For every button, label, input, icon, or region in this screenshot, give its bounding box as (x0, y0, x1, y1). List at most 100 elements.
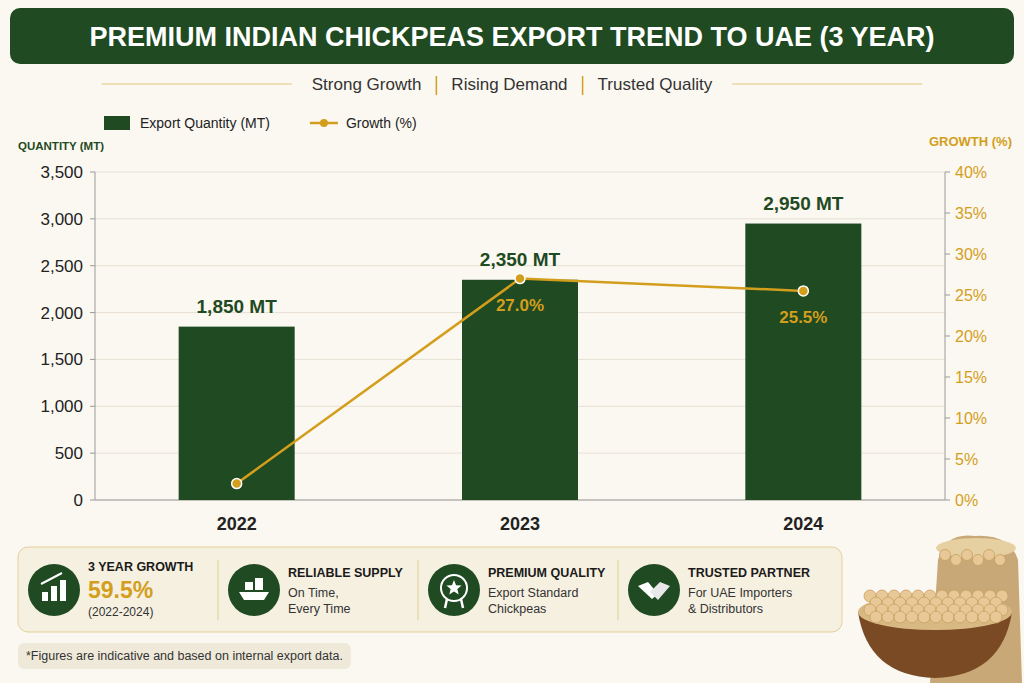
chickpea (870, 611, 882, 623)
subtitle-item: Rising Demand (451, 75, 567, 94)
feature-text: (2022-2024) (88, 605, 153, 619)
y-axis-line (95, 172, 96, 500)
y-tick (90, 500, 95, 501)
chickpea (962, 550, 973, 561)
feature-text: Every Time (288, 602, 351, 616)
decor-line (102, 84, 292, 85)
grid-line (95, 172, 945, 173)
chickpea (930, 611, 942, 623)
icon-shape (60, 580, 66, 601)
y-tick (90, 406, 95, 407)
chickpea (882, 611, 894, 623)
y2-tick-label: 15% (955, 369, 987, 386)
y-tick (90, 453, 95, 454)
y-tick (90, 265, 95, 266)
y2-tick (945, 172, 950, 173)
icon-shape (239, 592, 269, 600)
x-tick-label: 2022 (217, 514, 257, 534)
note-box (18, 643, 351, 669)
y2-tick-label: 5% (955, 451, 978, 468)
feature-title: 3 YEAR GROWTH (88, 560, 193, 574)
y2-tick-label: 40% (955, 164, 987, 181)
y-tick (90, 172, 95, 173)
chart-canvas: PREMIUM INDIAN CHICKPEAS EXPORT TREND TO… (0, 0, 1024, 683)
y-tick-label: 3,500 (40, 163, 83, 182)
feature-text: Export Standard (488, 586, 578, 600)
icon-shape (445, 599, 463, 608)
chickpea (940, 550, 951, 561)
subtitle-item: Strong Growth (312, 75, 422, 94)
y2-tick-label: 30% (955, 246, 987, 263)
x-tick-label: 2024 (783, 514, 823, 534)
y2-axis-line (945, 172, 946, 500)
x-tick-label: 2023 (500, 514, 540, 534)
feature-text: & Distributors (688, 602, 763, 616)
icon-circle (228, 564, 280, 616)
bowl-rim (858, 594, 1012, 630)
icon-circle (28, 564, 80, 616)
y2-tick (945, 295, 950, 296)
legend: Export Quantity (MT) Growth (%) (104, 115, 417, 131)
icon-shape (41, 573, 62, 584)
feature-icon (28, 564, 80, 616)
y2-tick (945, 500, 950, 501)
feature-title: TRUSTED PARTNER (688, 566, 810, 580)
feature-separator (618, 560, 619, 620)
y2-tick (945, 418, 950, 419)
legend-marker (320, 119, 328, 127)
bar-label: 2,350 MT (480, 249, 561, 270)
bar (745, 224, 861, 500)
note: *Figures are indicative and based on int… (26, 649, 343, 663)
icon-shape (446, 580, 461, 594)
subtitle-separator (582, 76, 584, 95)
feature-icon (628, 564, 680, 616)
feature-icon (228, 564, 280, 616)
icon-shape (441, 575, 467, 601)
y2-tick (945, 377, 950, 378)
data-labels: 1,850 MT2,350 MT2,950 MT27.0%25.5% (197, 193, 844, 327)
y-tick-label: 0 (74, 491, 83, 510)
legend-label: Growth (%) (346, 115, 417, 131)
y2-tick (945, 336, 950, 337)
feature-title: PREMIUM QUALITY (488, 566, 606, 580)
chickpea (966, 611, 978, 623)
y-tick-label: 500 (55, 444, 83, 463)
growth-point (232, 479, 242, 489)
y2-tick-label: 10% (955, 410, 987, 427)
bar-label: 2,950 MT (763, 193, 844, 214)
growth-line (237, 279, 804, 484)
chickpea (918, 611, 930, 623)
y2-tick (945, 254, 950, 255)
chickpea (942, 611, 954, 623)
y-tick (90, 312, 95, 313)
title-banner (10, 8, 1014, 64)
y-tick-label: 2,500 (40, 257, 83, 276)
chickpea (906, 611, 918, 623)
title: PREMIUM INDIAN CHICKPEAS EXPORT TREND TO… (89, 22, 934, 52)
feature-band (18, 547, 842, 632)
marks (179, 224, 862, 500)
subtitle: Strong Growth Rising Demand Trusted Qualit… (312, 75, 713, 95)
feature-text: On Time, (288, 586, 339, 600)
growth-point (515, 274, 525, 284)
chickpea (973, 555, 984, 566)
y-tick-label: 1,000 (40, 397, 83, 416)
feature-title: RELIABLE SUPPLY (288, 566, 404, 580)
feature-separator (218, 560, 219, 620)
y2-axis-title: GROWTH (%) (929, 134, 1012, 149)
chickpea (951, 555, 962, 566)
chickpea (954, 611, 966, 623)
icon-shape (650, 582, 670, 600)
feature-highlight: 59.5% (88, 577, 153, 603)
legend-label: Export Quantity (MT) (140, 115, 270, 131)
decor-line (732, 84, 922, 85)
icon-shape (255, 578, 263, 590)
y2-tick-label: 0% (955, 492, 978, 509)
y-tick (90, 359, 95, 360)
y2-tick (945, 459, 950, 460)
chickpea (990, 611, 1002, 623)
y-tick-label: 1,500 (40, 350, 83, 369)
subtitle-item: Trusted Quality (598, 75, 713, 94)
chickpea (995, 555, 1006, 566)
y2-tick-label: 35% (955, 205, 987, 222)
